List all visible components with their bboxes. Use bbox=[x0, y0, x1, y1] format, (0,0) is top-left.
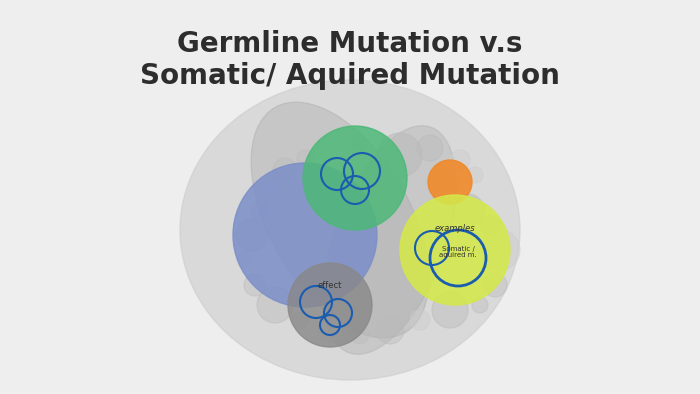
Circle shape bbox=[432, 292, 468, 328]
Text: examples: examples bbox=[435, 223, 475, 232]
Circle shape bbox=[297, 150, 313, 166]
Circle shape bbox=[467, 167, 483, 183]
Circle shape bbox=[450, 150, 470, 170]
Circle shape bbox=[353, 136, 367, 150]
Circle shape bbox=[378, 133, 422, 177]
Circle shape bbox=[376, 316, 404, 344]
Circle shape bbox=[251, 201, 269, 219]
Circle shape bbox=[410, 310, 430, 330]
Circle shape bbox=[263, 183, 277, 197]
Text: Germline Mutation v.s
Somatic/ Aquired Mutation: Germline Mutation v.s Somatic/ Aquired M… bbox=[140, 30, 560, 90]
Circle shape bbox=[292, 312, 308, 328]
Circle shape bbox=[257, 287, 293, 323]
Circle shape bbox=[236, 219, 268, 251]
Ellipse shape bbox=[251, 102, 429, 338]
Circle shape bbox=[237, 252, 253, 268]
Circle shape bbox=[318, 318, 342, 342]
Circle shape bbox=[483, 273, 507, 297]
Circle shape bbox=[400, 195, 510, 305]
Circle shape bbox=[273, 158, 297, 182]
Circle shape bbox=[480, 215, 500, 235]
Ellipse shape bbox=[180, 80, 520, 380]
Ellipse shape bbox=[324, 126, 456, 354]
Circle shape bbox=[417, 135, 443, 161]
Circle shape bbox=[472, 297, 488, 313]
Circle shape bbox=[351, 326, 369, 344]
Text: Somatic /
aquired m.: Somatic / aquired m. bbox=[439, 245, 477, 258]
Circle shape bbox=[428, 160, 472, 204]
Circle shape bbox=[303, 126, 407, 230]
Circle shape bbox=[319, 137, 341, 159]
Circle shape bbox=[244, 274, 266, 296]
Circle shape bbox=[480, 230, 520, 270]
Circle shape bbox=[452, 194, 484, 226]
Circle shape bbox=[288, 263, 372, 347]
Text: effect: effect bbox=[318, 281, 342, 290]
Circle shape bbox=[233, 163, 377, 307]
